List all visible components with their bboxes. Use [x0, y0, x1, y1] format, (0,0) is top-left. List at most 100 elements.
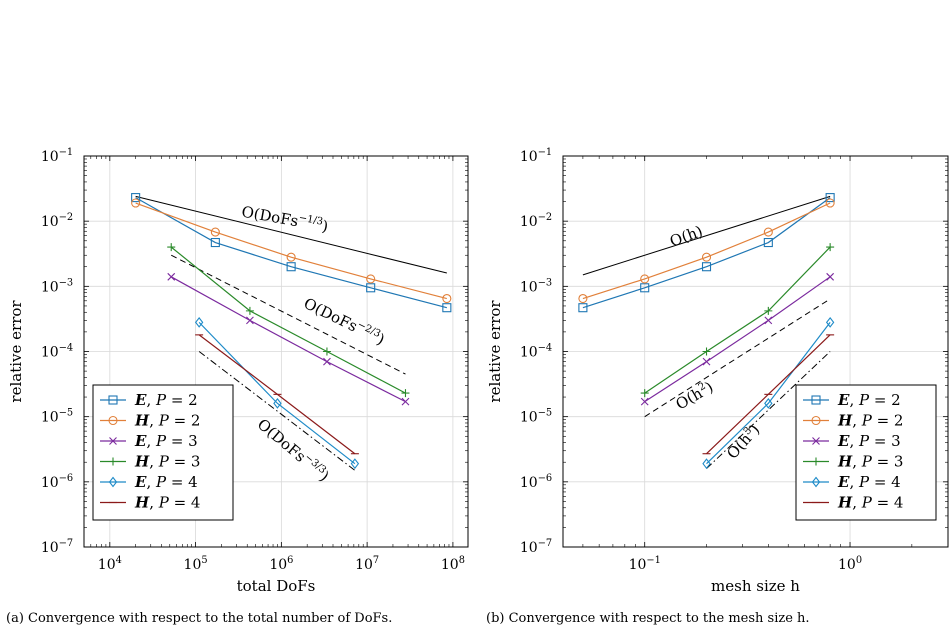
- y-tick-label: 10−2: [41, 212, 73, 230]
- data-point: [273, 397, 282, 409]
- data-point: [764, 316, 773, 325]
- legend-marker: [109, 457, 117, 466]
- y-tick-label: 10−1: [41, 147, 73, 165]
- y-tick-label: 10−7: [520, 538, 552, 556]
- series: [702, 316, 835, 470]
- series: [194, 316, 360, 470]
- data-point: [131, 193, 141, 203]
- legend-marker: [811, 395, 821, 405]
- data-point: [167, 243, 176, 252]
- legend-label: H, P = 4: [837, 494, 903, 512]
- legend-marker: [109, 437, 117, 445]
- legend-marker: [812, 437, 820, 445]
- data-point: [640, 274, 650, 284]
- legend-label: E, P = 4: [837, 473, 901, 491]
- data-point: [194, 316, 204, 328]
- data-point: [701, 262, 712, 272]
- reference-line: [644, 298, 831, 418]
- data-point: [401, 397, 410, 406]
- x-tick-label: 107: [355, 555, 379, 573]
- x-axis-label: mesh size h: [711, 577, 800, 595]
- data-point: [826, 272, 835, 281]
- series: [640, 243, 835, 398]
- data-point: [826, 243, 835, 252]
- caption-a: (a) Convergence with respect to the tota…: [6, 611, 393, 626]
- data-point: [323, 357, 331, 366]
- legend-marker: [108, 395, 118, 405]
- data-point: [401, 389, 410, 398]
- legend-label: E, P = 2: [837, 391, 901, 409]
- legend-label: E, P = 2: [134, 391, 198, 409]
- data-point: [702, 347, 711, 356]
- series-line: [582, 202, 831, 300]
- legend-box: [92, 384, 234, 521]
- series-line: [582, 197, 831, 309]
- slope-annotation: O(h): [667, 222, 705, 250]
- legend-label: E, P = 4: [134, 473, 198, 491]
- series: [702, 334, 835, 455]
- series: [640, 272, 835, 406]
- series: [167, 272, 410, 406]
- data-point: [578, 293, 588, 304]
- data-point: [322, 347, 331, 356]
- data-point: [763, 227, 773, 237]
- legend-label: H, P = 3: [837, 453, 903, 471]
- x-tick-label: 10−1: [629, 555, 661, 573]
- legend: E, P = 2 H, P = 2 E, P = 3 H, P = 3 E, P = 4…: [795, 384, 937, 521]
- data-point: [702, 357, 711, 366]
- x-tick-label: 104: [98, 555, 122, 573]
- series-line: [135, 197, 447, 309]
- data-point: [167, 272, 176, 281]
- slope-annotation: O(h2): [673, 378, 717, 414]
- data-point: [210, 227, 220, 237]
- data-point: [245, 306, 254, 315]
- data-point: [764, 306, 773, 315]
- data-point: [701, 252, 712, 262]
- data-point: [210, 237, 220, 248]
- legend-marker: [812, 457, 820, 466]
- series: [167, 243, 410, 398]
- data-point: [442, 303, 452, 313]
- y-tick-label: 10−5: [520, 408, 552, 426]
- series-line: [135, 202, 447, 300]
- data-point: [640, 283, 650, 293]
- legend-box: [795, 384, 937, 521]
- data-point: [246, 316, 254, 325]
- caption-b: (b) Convergence with respect to the mesh…: [486, 611, 810, 626]
- data-point: [366, 283, 376, 293]
- legend-marker: [811, 415, 821, 426]
- y-tick-label: 10−6: [520, 473, 552, 491]
- legend-marker: [108, 415, 118, 426]
- slope-annotation: O(DoFs−1/3): [240, 203, 329, 236]
- series-line: [170, 276, 406, 403]
- y-axis-label: relative error: [486, 300, 504, 403]
- data-point: [640, 397, 649, 406]
- data-point: [131, 198, 141, 208]
- data-point: [286, 262, 296, 272]
- data-point: [702, 458, 711, 470]
- data-point: [640, 389, 649, 398]
- legend-label: H, P = 2: [837, 412, 903, 430]
- data-point: [350, 458, 360, 470]
- y-axis-label: relative error: [7, 300, 25, 403]
- y-tick-label: 10−5: [41, 408, 73, 426]
- y-tick-label: 10−4: [520, 343, 552, 361]
- legend-label: E, P = 3: [134, 432, 198, 450]
- chart-panel-a: 104 105 106 107 108 10−7 10−6 10−5 10−4 10−3 10−2 1…: [7, 147, 469, 595]
- series: [578, 198, 835, 304]
- legend-label: E, P = 3: [837, 432, 901, 450]
- series: [131, 198, 452, 304]
- data-point: [578, 303, 588, 313]
- y-tick-label: 10−7: [41, 538, 73, 556]
- y-tick-label: 10−4: [41, 343, 73, 361]
- data-point: [763, 237, 773, 248]
- reference-line: [171, 254, 406, 375]
- x-tick-label: 105: [184, 555, 208, 573]
- slope-annotation: O(DoFs−3/3): [254, 415, 333, 485]
- data-point: [442, 293, 452, 304]
- series-line: [706, 321, 831, 465]
- series: [578, 193, 835, 313]
- y-tick-label: 10−3: [520, 277, 552, 295]
- x-axis-label: total DoFs: [237, 577, 316, 595]
- legend-marker: [108, 476, 118, 488]
